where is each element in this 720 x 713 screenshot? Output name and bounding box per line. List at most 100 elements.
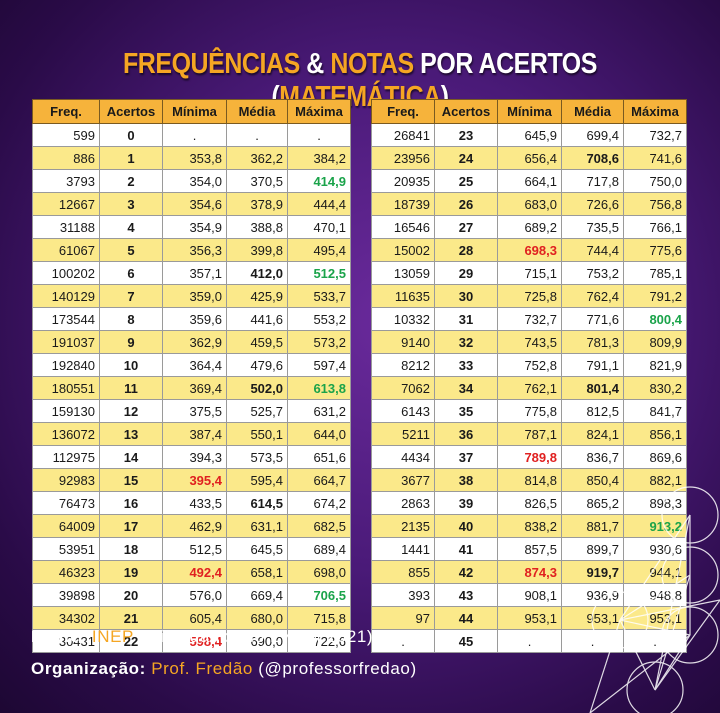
media-cell: 362,2 [226, 146, 288, 170]
minima-cell: 369,4 [162, 376, 227, 400]
header-minima: Mínima [497, 99, 562, 124]
media-cell: 781,3 [561, 330, 624, 354]
header-maxima: Máxima [623, 99, 687, 124]
freq-cell: 53951 [32, 537, 100, 561]
title-part-amp: & [299, 48, 331, 80]
minima-cell: 775,8 [497, 399, 562, 423]
table-row: 92983 15 395,4 595,4 664,7 [32, 468, 351, 492]
freq-cell: 9140 [371, 330, 435, 354]
media-cell: 479,6 [226, 353, 288, 377]
minima-cell: 576,0 [162, 583, 227, 607]
freq-cell: 39898 [32, 583, 100, 607]
media-cell: 717,8 [561, 169, 624, 193]
freq-cell: 34302 [32, 606, 100, 630]
minima-cell: 683,0 [497, 192, 562, 216]
media-cell: 425,9 [226, 284, 288, 308]
media-cell: 899,7 [561, 537, 624, 561]
media-cell: 412,0 [226, 261, 288, 285]
table-row: 34302 21 605,4 680,0 715,8 [32, 606, 351, 630]
freq-cell: 599 [32, 123, 100, 147]
acertos-cell: 9 [99, 330, 163, 354]
table-row: 100202 6 357,1 412,0 512,5 [32, 261, 351, 285]
acertos-cell: 34 [434, 376, 498, 400]
freq-cell: 13059 [371, 261, 435, 285]
acertos-cell: 28 [434, 238, 498, 262]
source-label: Fonte [31, 627, 81, 646]
media-cell: . [226, 123, 288, 147]
maxima-cell: 674,2 [287, 491, 351, 515]
freq-cell: 159130 [32, 399, 100, 423]
minima-cell: 789,8 [497, 445, 562, 469]
minima-cell: 394,3 [162, 445, 227, 469]
minima-cell: 743,5 [497, 330, 562, 354]
minima-cell: 656,4 [497, 146, 562, 170]
maxima-cell: 775,6 [623, 238, 687, 262]
maxima-cell: 722,6 [287, 629, 351, 653]
table-row: 15002 28 698,3 744,4 775,6 [371, 238, 687, 262]
table-row: 31188 4 354,9 388,8 470,1 [32, 215, 351, 239]
acertos-cell: 0 [99, 123, 163, 147]
header-freq: Freq. [371, 99, 435, 124]
minima-cell: 354,9 [162, 215, 227, 239]
title-part-close: ) [440, 81, 449, 113]
minima-cell: 953,1 [497, 606, 562, 630]
minima-cell: 814,8 [497, 468, 562, 492]
table-row: 46323 19 492,4 658,1 698,0 [32, 560, 351, 584]
org-value: Prof. Fredão [151, 659, 253, 678]
maxima-cell: 800,4 [623, 307, 687, 331]
acertos-cell: 25 [434, 169, 498, 193]
table-row: 3793 2 354,0 370,5 414,9 [32, 169, 351, 193]
media-cell: 919,7 [561, 560, 624, 584]
media-cell: 836,7 [561, 445, 624, 469]
acertos-cell: 45 [434, 629, 498, 653]
header-minima: Mínima [162, 99, 227, 124]
freq-cell: 46323 [32, 560, 100, 584]
freq-cell: 10332 [371, 307, 435, 331]
table-row: 886 1 353,8 362,2 384,2 [32, 146, 351, 170]
media-cell: 762,4 [561, 284, 624, 308]
freq-cell: 112975 [32, 445, 100, 469]
table-row: 599 0... [32, 123, 351, 147]
media-cell: 459,5 [226, 330, 288, 354]
acertos-cell: 42 [434, 560, 498, 584]
table-row: 23956 24 656,4 708,6 741,6 [371, 146, 687, 170]
freq-cell: 3793 [32, 169, 100, 193]
acertos-cell: 30 [434, 284, 498, 308]
maxima-cell: 533,7 [287, 284, 351, 308]
maxima-cell: 856,1 [623, 422, 687, 446]
minima-cell: 433,5 [162, 491, 227, 515]
header-maxima: Máxima [287, 99, 351, 124]
freq-cell: 5211 [371, 422, 435, 446]
table-row: 64009 17 462,9 631,1 682,5 [32, 514, 351, 538]
maxima-cell: 470,1 [287, 215, 351, 239]
minima-cell: 395,4 [162, 468, 227, 492]
table-row: 10332 31 732,7 771,6 800,4 [371, 307, 687, 331]
freq-cell: 173544 [32, 307, 100, 331]
media-cell: 525,7 [226, 399, 288, 423]
minima-cell: 715,1 [497, 261, 562, 285]
maxima-cell: 809,9 [623, 330, 687, 354]
maxima-cell: . [287, 123, 351, 147]
acertos-cell: 15 [99, 468, 163, 492]
media-cell: 708,6 [561, 146, 624, 170]
acertos-cell: 6 [99, 261, 163, 285]
source-note: (Microdados do ENEM 2021) [133, 627, 374, 646]
media-cell: 699,4 [561, 123, 624, 147]
acertos-cell: 18 [99, 537, 163, 561]
media-cell: 744,4 [561, 238, 624, 262]
acertos-cell: 8 [99, 307, 163, 331]
media-cell: 550,1 [226, 422, 288, 446]
table-row: 1441 41 857,5 899,7 930,6 [371, 537, 687, 561]
table-row: 16546 27 689,2 735,5 766,1 [371, 215, 687, 239]
acertos-cell: 41 [434, 537, 498, 561]
table-row: 5211 36 787,1 824,1 856,1 [371, 422, 687, 446]
media-cell: 631,1 [226, 514, 288, 538]
maxima-cell: 821,9 [623, 353, 687, 377]
freq-cell: 15002 [371, 238, 435, 262]
header-acertos: Acertos [99, 99, 163, 124]
acertos-cell: 22 [99, 629, 163, 653]
acertos-cell: 23 [434, 123, 498, 147]
table-row: 6143 35 775,8 812,5 841,7 [371, 399, 687, 423]
header-media: Média [561, 99, 624, 124]
maxima-cell: 651,6 [287, 445, 351, 469]
